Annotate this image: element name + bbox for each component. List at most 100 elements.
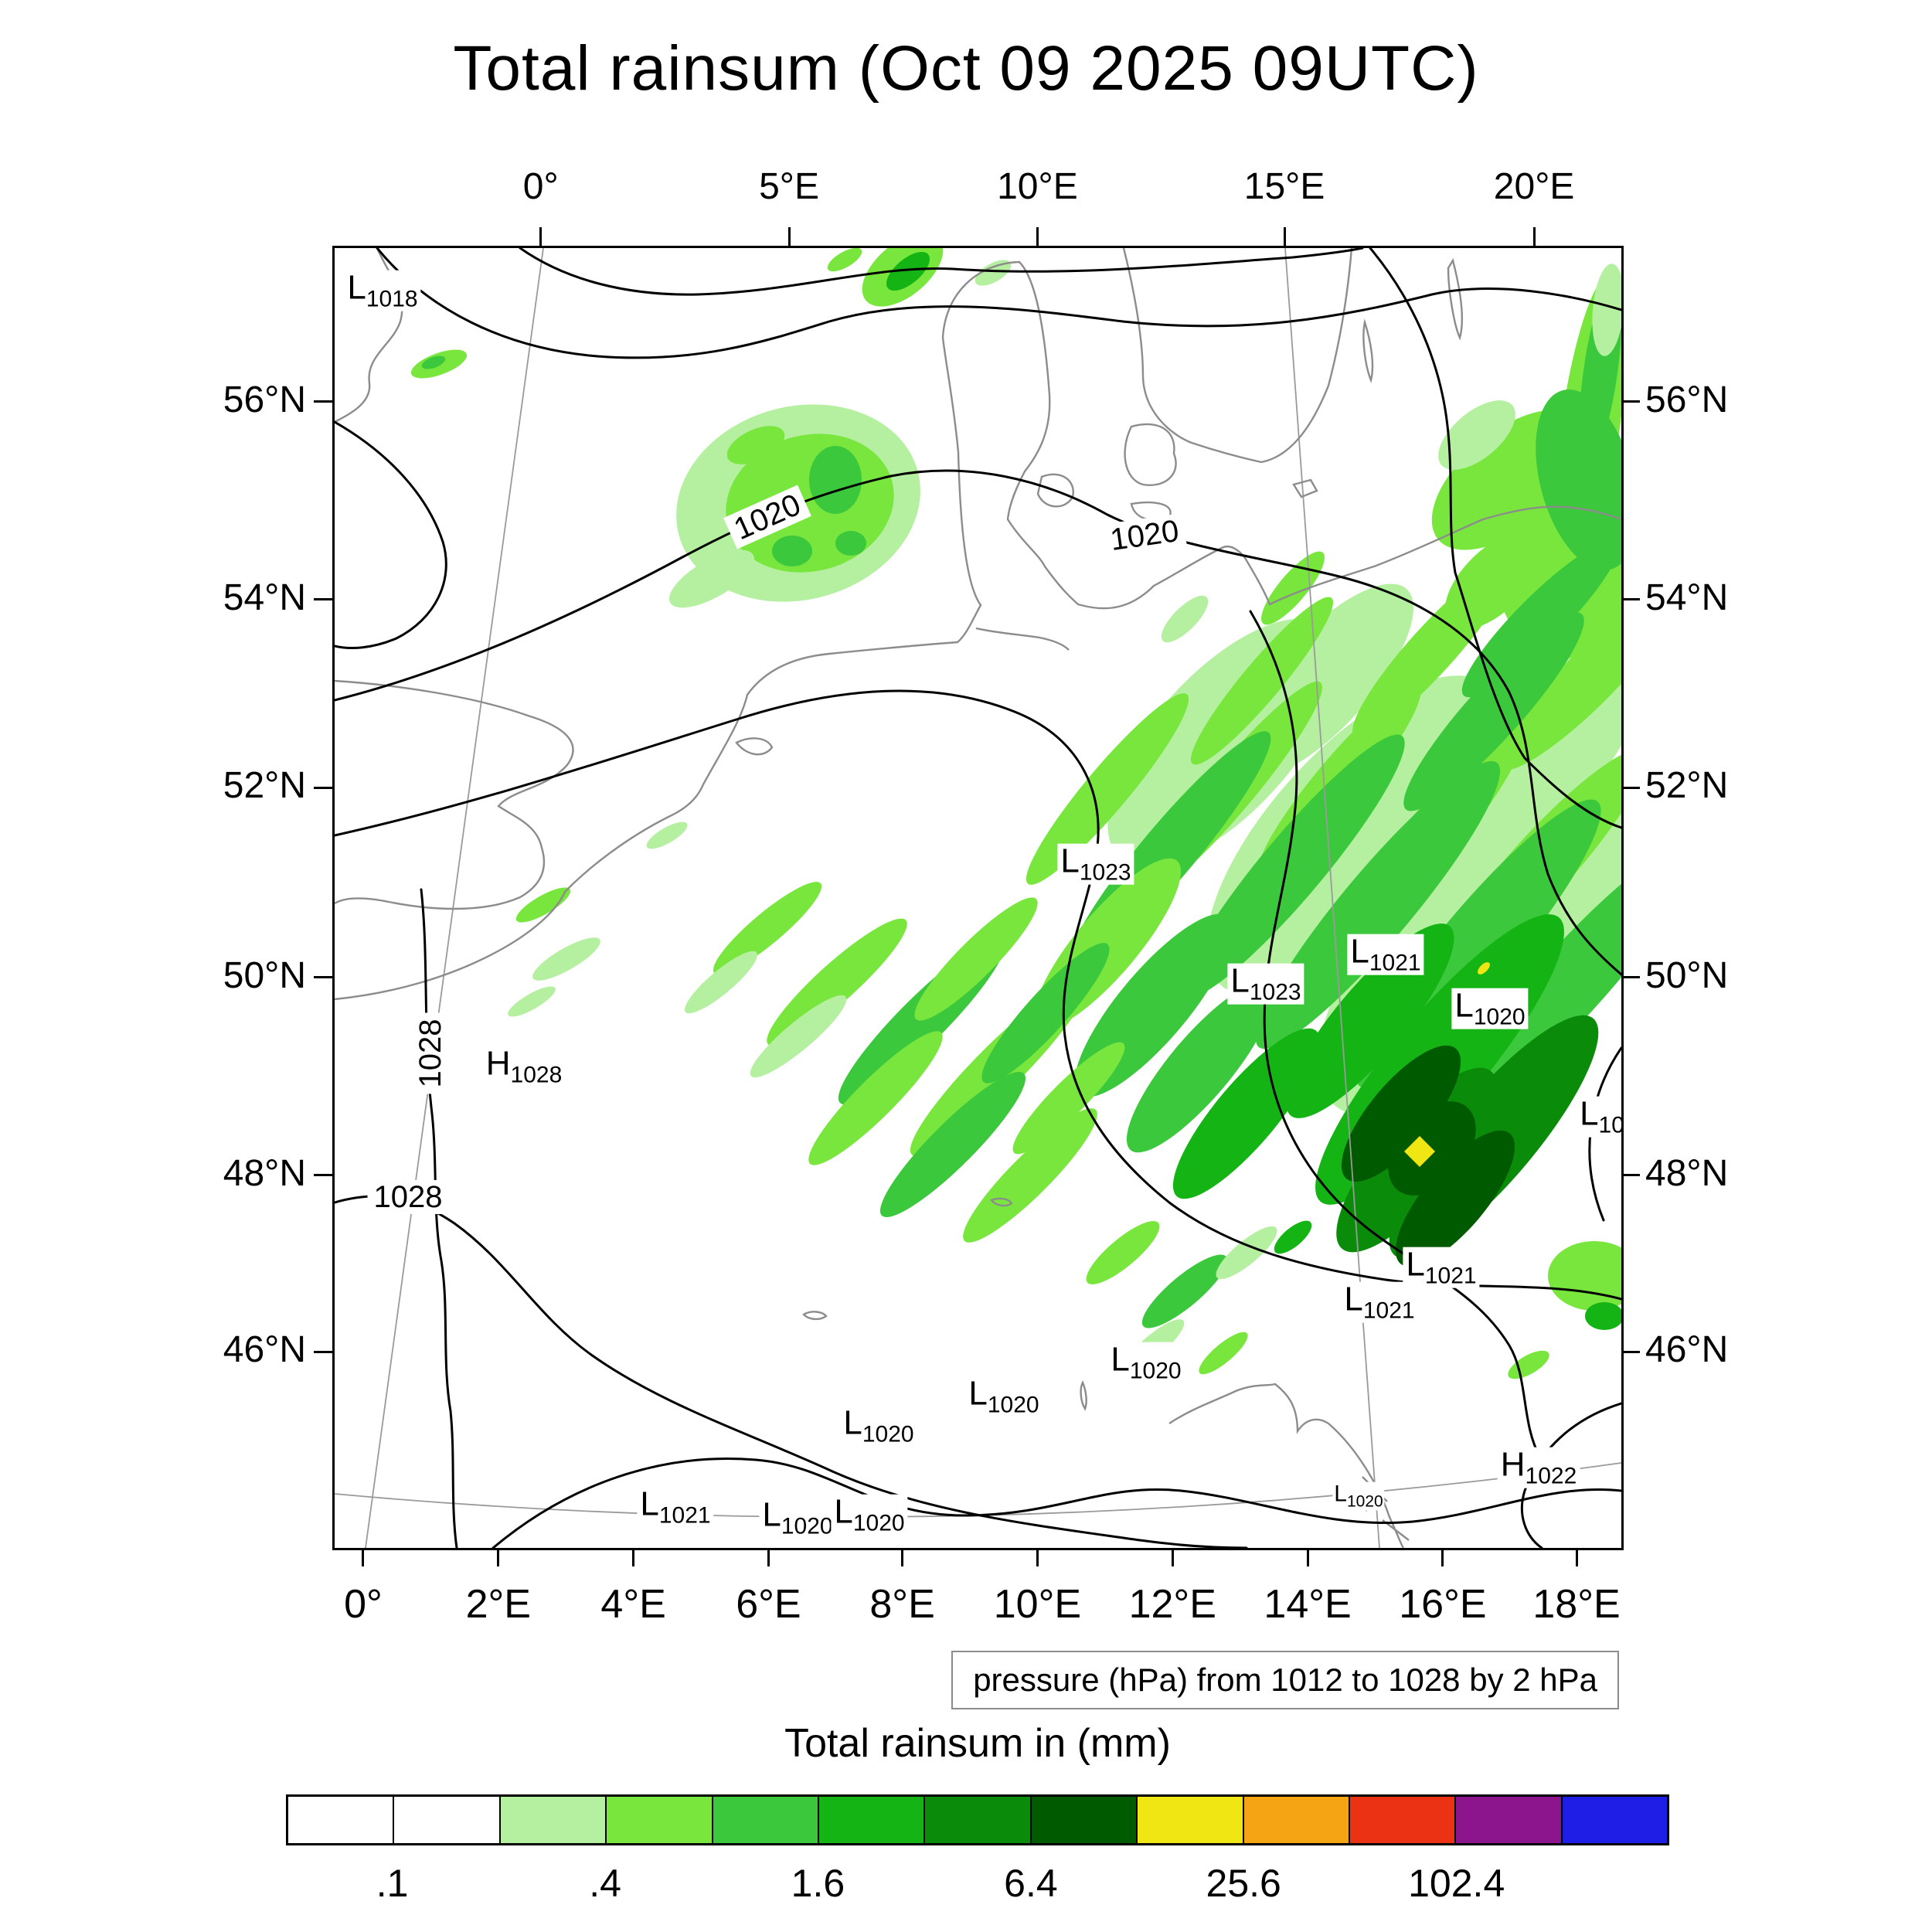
pressure-marker-value: 1020 [1473,1004,1526,1030]
axis-label-bottom: 16°E [1399,1582,1487,1627]
axis-tick-top [1036,227,1039,246]
axis-tick-right [1621,400,1640,403]
colorbar-cell [1138,1797,1244,1843]
pressure-marker-letter: L [1344,1280,1363,1318]
pressure-marker: L1021 [637,1485,714,1529]
rain-shading [410,248,1621,1379]
colorbar-tick-label: .1 [376,1862,409,1905]
pressure-marker-value: 1022 [1525,1463,1577,1489]
pressure-marker: L1018 [344,270,421,312]
rain-maximum-yellow [1404,1136,1435,1167]
axis-label-bottom: 14°E [1264,1582,1352,1627]
pressure-marker-letter: L [968,1374,988,1413]
pressure-marker: L1020 [759,1495,836,1539]
pressure-marker: L1021 [1403,1245,1480,1288]
axis-label-left: 52°N [223,765,306,807]
axis-label-left: 46°N [223,1329,306,1371]
pressure-marker-letter: L [1230,961,1250,1000]
axis-tick-left [314,400,332,403]
axis-tick-bottom [1575,1548,1578,1566]
axis-label-bottom: 10°E [993,1582,1082,1627]
axis-label-left: 54°N [223,577,306,618]
colorbar-cell [713,1797,819,1843]
axis-label-bottom: 6°E [736,1582,801,1627]
colorbar-cell [925,1797,1032,1843]
pressure-marker-letter: L [1406,1245,1425,1284]
colorbar-cell [607,1797,713,1843]
axis-tick-bottom [362,1548,365,1566]
pressure-marker: L1020 [1332,1481,1385,1511]
pressure-marker-value: 1021 [1369,950,1421,976]
axis-tick-left [314,786,332,789]
colorbar [286,1794,1669,1845]
axis-tick-left [314,976,332,979]
axis-label-top: 5°E [759,166,820,207]
pressure-marker-value: 1028 [510,1062,563,1088]
axis-tick-top [539,227,543,246]
pressure-marker-value: 1023 [1249,979,1301,1005]
axis-tick-bottom [901,1548,904,1566]
pressure-marker-value: 1021 [658,1502,711,1529]
axis-label-bottom: 2°E [465,1582,531,1627]
axis-label-left: 56°N [223,379,306,420]
colorbar-cell [1562,1797,1668,1843]
pressure-marker: L1021 [1347,932,1424,976]
isobar-label: 1028 [367,1180,449,1214]
axis-tick-right [1621,976,1640,979]
pressure-marker-value: 1020 [781,1513,833,1539]
pressure-marker-letter: L [1060,842,1080,880]
axis-tick-right [1621,1174,1640,1177]
page-title: Total rainsum (Oct 09 2025 09UTC) [453,33,1479,104]
pressure-marker-letter: L [640,1485,659,1523]
colorbar-cell [1349,1797,1457,1843]
colorbar-tick-label: .4 [589,1862,621,1905]
colorbar-tick-label: 102.4 [1408,1862,1505,1905]
pressure-marker-value: 1023 [1079,859,1131,886]
pressure-marker: L1023 [1227,961,1304,1005]
pressure-marker: L1020 [965,1374,1043,1418]
map-canvas [335,248,1621,1548]
pressure-marker-letter: L [843,1403,862,1442]
axis-label-right: 54°N [1645,577,1729,618]
axis-label-bottom: 12°E [1128,1582,1216,1627]
colorbar-cell [818,1797,926,1843]
pressure-marker-value: 1020 [862,1421,914,1447]
axis-label-bottom: 0° [344,1582,383,1627]
pressure-marker-letter: L [1350,932,1369,971]
axis-tick-top [1283,227,1286,246]
pressure-marker-value: 1020 [852,1510,905,1536]
axis-label-right: 46°N [1645,1329,1729,1371]
pressure-marker: H1022 [1497,1447,1580,1489]
colorbar-tick-label: 1.6 [791,1862,845,1905]
pressure-marker: L10 [1577,1096,1624,1138]
axis-tick-bottom [1441,1548,1444,1566]
axis-label-bottom: 8°E [869,1582,935,1627]
map-area: 1020 1020 1028 1028 L1018 L1023 L1023 L1021 L102… [332,246,1624,1550]
axis-tick-top [1532,227,1536,246]
axis-tick-right [1621,1350,1640,1353]
pressure-marker-value: 1018 [366,286,418,312]
axis-label-right: 52°N [1645,765,1729,807]
axis-tick-right [1621,786,1640,789]
pressure-marker-value: 1020 [1346,1492,1383,1511]
colorbar-cell [1031,1797,1138,1843]
pressure-marker: L1020 [1451,988,1529,1030]
legend-title: Total rainsum in (mm) [784,1721,1171,1766]
axis-tick-bottom [1036,1548,1039,1566]
pressure-marker-value: 10 [1598,1112,1624,1138]
colorbar-cell [394,1797,501,1843]
axis-label-left: 50°N [223,954,306,996]
pressure-marker: L1020 [831,1492,908,1536]
pressure-marker-letter: L [762,1495,781,1534]
axis-label-top: 10°E [997,166,1078,207]
colorbar-tick-label: 6.4 [1004,1862,1058,1905]
axis-tick-right [1621,598,1640,600]
pressure-marker: L1023 [1057,842,1134,886]
coastlines [335,248,1621,1548]
axis-label-right: 50°N [1645,954,1729,996]
pressure-marker-letter: L [834,1492,853,1531]
pressure-marker-value: 1020 [987,1392,1039,1418]
pressure-marker-value: 1021 [1362,1298,1415,1324]
axis-label-bottom: 4°E [600,1582,666,1627]
